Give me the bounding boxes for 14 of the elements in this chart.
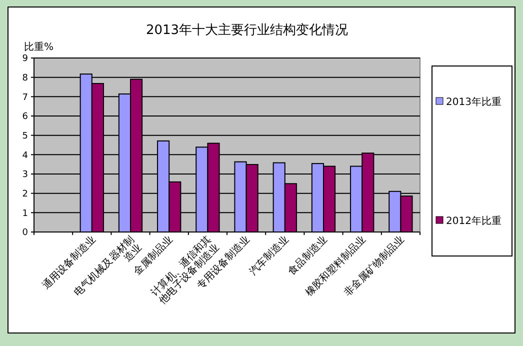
- y-tick-label: 1: [22, 208, 28, 219]
- y-axis-title: 比重%: [24, 41, 54, 53]
- y-tick-label: 3: [22, 170, 28, 180]
- y-tick-label: 9: [22, 54, 28, 64]
- chart-title: 2013年十大主要行业结构变化情况: [146, 22, 348, 38]
- y-tick-label: 8: [22, 73, 28, 84]
- y-tick-label: 0: [22, 228, 28, 238]
- y-tick-label: 2: [22, 189, 28, 200]
- y-tick-label: 7: [22, 92, 28, 103]
- y-tick-label: 5: [22, 131, 28, 142]
- y-tick-label: 6: [22, 112, 28, 122]
- legend-label: 2013年比重: [446, 96, 502, 108]
- y-tick-label: 4: [22, 150, 28, 161]
- legend-label: 2012年比重: [446, 215, 502, 227]
